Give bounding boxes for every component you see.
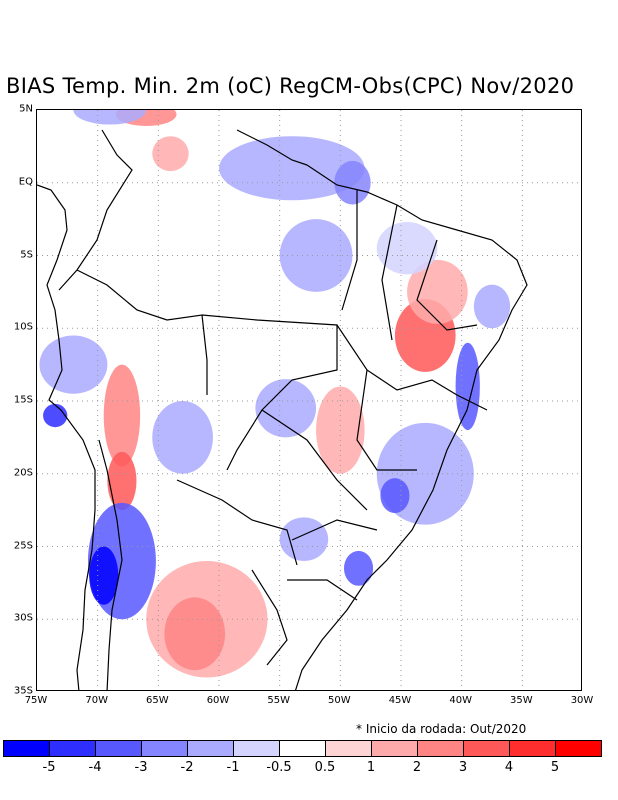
colorbar-swatch bbox=[463, 740, 510, 757]
colorbar-label: -3 bbox=[134, 760, 148, 775]
colorbar-swatch bbox=[233, 740, 280, 757]
bias-region-17 bbox=[39, 335, 108, 394]
paraguay-border bbox=[176, 479, 298, 566]
colorbar-swatch bbox=[141, 740, 188, 757]
run-start-note: * Inicio da rodada: Out/2020 bbox=[356, 722, 527, 736]
lat-tick-label: 5N bbox=[19, 103, 33, 115]
lon-tick-label: 45W bbox=[388, 695, 412, 706]
bias-region-22 bbox=[343, 550, 374, 586]
colorbar-label: 5 bbox=[550, 760, 560, 775]
lat-tick-label: 25S bbox=[13, 540, 33, 551]
lat-tick-label: 5S bbox=[20, 249, 33, 260]
colorbar-label: -5 bbox=[42, 760, 56, 775]
bias-region-15 bbox=[380, 478, 410, 514]
lon-tick-label: 50W bbox=[328, 695, 351, 706]
bias-region-10 bbox=[89, 546, 119, 605]
guiana-coast bbox=[236, 129, 308, 166]
colorbar-label: 3 bbox=[458, 760, 468, 775]
colorbar-swatch bbox=[417, 740, 464, 757]
colorbar-label: -0.5 bbox=[266, 760, 292, 775]
lat-tick-label: 20S bbox=[13, 467, 33, 479]
colorbar-swatch bbox=[325, 740, 372, 757]
lon-tick-label: 75W bbox=[24, 695, 48, 706]
colombia-venezuela-border bbox=[58, 129, 133, 291]
colorbar-label: 1 bbox=[366, 760, 376, 775]
colorbar-swatch bbox=[555, 740, 602, 757]
colorbar-swatch bbox=[279, 740, 326, 757]
bias-region-3 bbox=[107, 451, 137, 511]
bias-region-19 bbox=[152, 401, 213, 474]
bias-region-11 bbox=[219, 136, 365, 201]
bias-region-5 bbox=[164, 597, 226, 671]
lat-tick-label: 35S bbox=[13, 685, 33, 697]
map-panel bbox=[36, 109, 582, 691]
argentina-uruguay-border bbox=[251, 569, 288, 666]
colorbar bbox=[3, 740, 602, 757]
colorbar-swatch bbox=[371, 740, 418, 757]
bias-region-16 bbox=[455, 342, 480, 431]
lat-tick-label: 10S bbox=[13, 321, 33, 333]
map-title: BIAS Temp. Min. 2m (oC) RegCM-Obs(CPC) N… bbox=[6, 74, 575, 98]
brazil-state-borders bbox=[261, 190, 488, 601]
south-america-coastline bbox=[37, 184, 96, 690]
peru-brazil-border bbox=[76, 269, 208, 395]
bias-region-21 bbox=[73, 110, 147, 125]
colorbar-label: 2 bbox=[412, 760, 422, 775]
colorbar-swatch bbox=[509, 740, 556, 757]
lon-tick-label: 60W bbox=[206, 695, 230, 706]
bias-region-13 bbox=[279, 219, 353, 292]
bias-map bbox=[37, 110, 581, 690]
bolivia-brazil-border bbox=[201, 314, 338, 471]
colorbar-label: -1 bbox=[226, 760, 240, 775]
chile-argentina-border bbox=[98, 439, 123, 690]
lon-tick-label: 40W bbox=[449, 695, 472, 706]
colorbar-swatch bbox=[49, 740, 96, 757]
colorbar-swatch bbox=[95, 740, 142, 757]
lat-tick-label: EQ bbox=[18, 176, 33, 188]
lat-tick-label: 30S bbox=[13, 612, 33, 624]
lon-tick-label: 30W bbox=[570, 695, 594, 706]
bias-region-7 bbox=[152, 136, 189, 172]
bias-region-20 bbox=[255, 379, 317, 438]
bias-shading-layer bbox=[39, 110, 511, 678]
bias-region-1 bbox=[407, 259, 468, 324]
brazil-atlantic-coast bbox=[295, 164, 528, 690]
colorbar-label: 0.5 bbox=[314, 760, 336, 775]
graticule bbox=[37, 110, 581, 690]
colorbar-label: -4 bbox=[88, 760, 102, 775]
colorbar-swatch bbox=[3, 740, 50, 757]
lat-tick-label: 15S bbox=[13, 394, 33, 406]
coastline-and-borders bbox=[37, 129, 528, 690]
colorbar-swatch bbox=[187, 740, 234, 757]
lon-tick-label: 35W bbox=[510, 695, 533, 706]
lon-tick-label: 55W bbox=[267, 695, 290, 706]
bias-region-18 bbox=[43, 403, 68, 428]
bias-region-2 bbox=[103, 364, 141, 467]
bias-region-25 bbox=[473, 284, 511, 329]
colorbar-label: -2 bbox=[180, 760, 194, 775]
lon-tick-label: 70W bbox=[85, 695, 108, 706]
colorbar-label: 4 bbox=[504, 760, 514, 775]
bias-region-24 bbox=[376, 222, 438, 275]
lon-tick-label: 65W bbox=[146, 695, 169, 706]
bias-region-23 bbox=[279, 517, 329, 562]
